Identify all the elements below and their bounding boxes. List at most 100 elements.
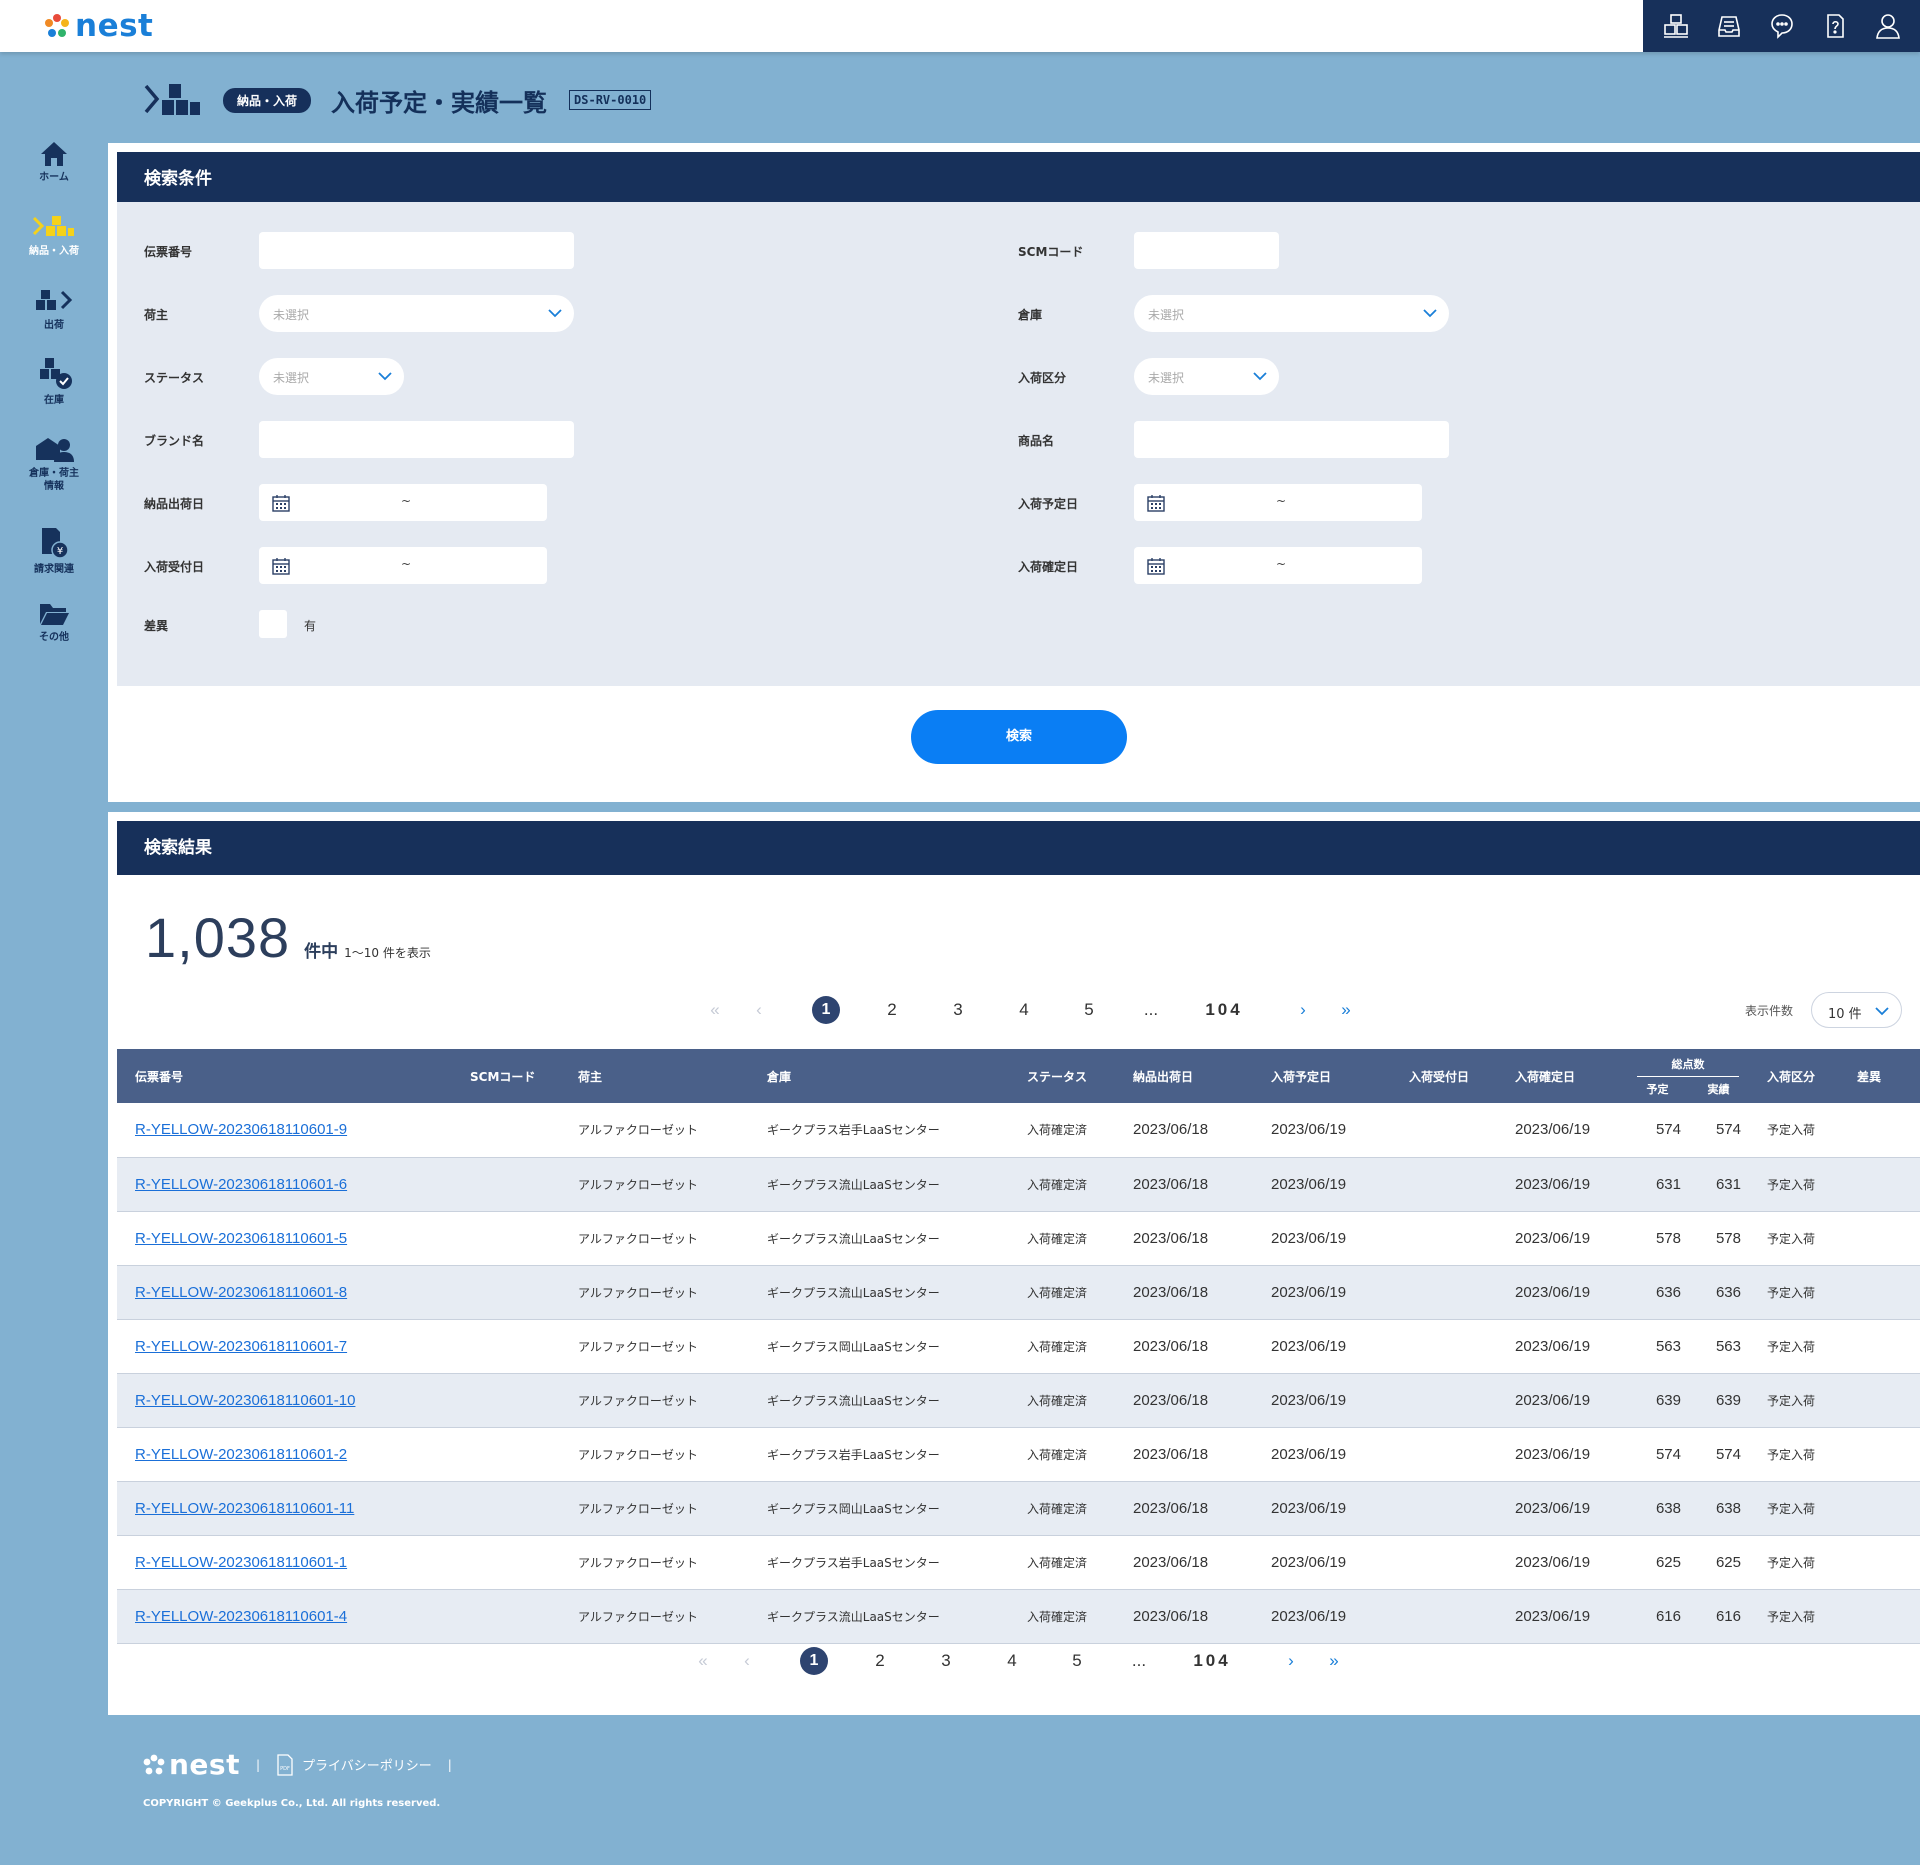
top-icon-bar <box>1643 0 1920 52</box>
slip-no-link[interactable]: R-YELLOW-20230618110601-8 <box>135 1283 348 1301</box>
chevron-down-icon <box>1253 372 1267 381</box>
sidebar-item-home[interactable]: ホーム <box>0 140 108 184</box>
col-status[interactable]: ステータス <box>1027 1069 1088 1084</box>
inbox-icon[interactable] <box>1709 6 1749 46</box>
diff-cell <box>1839 1535 1920 1590</box>
page-button[interactable]: 2 <box>875 1651 885 1670</box>
ship-date-range[interactable]: ~ <box>259 484 547 521</box>
owner-select[interactable]: 未選択 <box>259 295 574 332</box>
footer-separator: | <box>447 1757 452 1772</box>
date-range-separator: ~ <box>1276 494 1287 508</box>
page-button[interactable]: 3 <box>953 1000 963 1019</box>
warehouse-owner-icon <box>36 438 74 462</box>
warehouse-select[interactable]: 未選択 <box>1134 295 1449 332</box>
help-doc-icon[interactable] <box>1815 6 1855 46</box>
confirmed-date-range[interactable]: ~ <box>1134 547 1422 584</box>
confirmed-date-cell: 2023/06/19 <box>1497 1373 1627 1428</box>
next-page-icon[interactable]: › <box>1300 1000 1306 1019</box>
slip-no-link[interactable]: R-YELLOW-20230618110601-2 <box>135 1445 348 1463</box>
slip-no-link[interactable]: R-YELLOW-20230618110601-9 <box>135 1121 348 1139</box>
owner-label: 荷主 <box>144 308 169 322</box>
page-button[interactable]: 3 <box>941 1651 951 1670</box>
search-button[interactable]: 検索 <box>911 710 1127 764</box>
confirmed-date-cell: 2023/06/19 <box>1497 1535 1627 1590</box>
page-button-last[interactable]: 104 <box>1205 1000 1243 1019</box>
page-button[interactable]: 4 <box>1007 1651 1017 1670</box>
first-page-icon[interactable]: « <box>698 1651 708 1670</box>
confirmed-date-cell: 2023/06/19 <box>1497 1427 1627 1482</box>
diff-checkbox[interactable] <box>259 610 287 638</box>
prev-page-icon[interactable]: ‹ <box>744 1651 750 1670</box>
slip-no-link[interactable]: R-YELLOW-20230618110601-10 <box>135 1391 356 1409</box>
slip-no-cell: R-YELLOW-20230618110601-9 <box>117 1103 452 1158</box>
prev-page-icon[interactable]: ‹ <box>756 1000 762 1019</box>
status-cell: 入荷確定済 <box>1009 1427 1115 1482</box>
page-button-current[interactable]: 1 <box>812 996 840 1024</box>
type-cell: 予定入荷 <box>1749 1589 1839 1644</box>
planned-date-range[interactable]: ~ <box>1134 484 1422 521</box>
sidebar-item-other[interactable]: その他 <box>0 600 108 644</box>
chat-icon[interactable] <box>1762 6 1802 46</box>
nest-logo[interactable]: nest <box>43 8 153 44</box>
calendar-icon <box>272 495 290 512</box>
last-page-icon[interactable]: » <box>1329 1651 1339 1670</box>
received-date-range[interactable]: ~ <box>259 547 547 584</box>
page-header: 納品・入荷 入荷予定・実績一覧 DS-RV-0010 <box>143 80 652 120</box>
sidebar-item-billing[interactable]: ¥ 請求関連 <box>0 526 108 576</box>
col-warehouse[interactable]: 倉庫 <box>767 1069 792 1084</box>
last-page-icon[interactable]: » <box>1341 1000 1351 1019</box>
page-button-last[interactable]: 104 <box>1193 1651 1231 1670</box>
slip-no-link[interactable]: R-YELLOW-20230618110601-1 <box>135 1553 348 1571</box>
inbound-type-select[interactable]: 未選択 <box>1134 358 1279 395</box>
planned-qty-cell: 578 <box>1627 1211 1689 1266</box>
sidebar-item-outbound[interactable]: 出荷 <box>0 288 108 332</box>
received-date-cell <box>1391 1589 1497 1644</box>
owner-cell: アルファクローゼット <box>560 1319 749 1374</box>
actual-qty-cell: 574 <box>1689 1103 1749 1158</box>
page-button[interactable]: 2 <box>887 1000 897 1019</box>
first-page-icon[interactable]: « <box>710 1000 720 1019</box>
slip-no-link[interactable]: R-YELLOW-20230618110601-5 <box>135 1229 348 1247</box>
col-scm[interactable]: SCMコード <box>470 1069 536 1084</box>
diff-label: 差異 <box>144 619 169 633</box>
col-actual-qty[interactable]: 実績 <box>1707 1082 1730 1096</box>
next-page-icon[interactable]: › <box>1288 1651 1294 1670</box>
page-button[interactable]: 4 <box>1019 1000 1029 1019</box>
warehouse-cell: ギークプラス流山LaaSセンター <box>749 1265 1009 1320</box>
type-cell: 予定入荷 <box>1749 1211 1839 1266</box>
diff-cell <box>1839 1103 1920 1158</box>
col-planned-qty[interactable]: 予定 <box>1646 1082 1669 1096</box>
col-diff[interactable]: 差異 <box>1857 1069 1882 1084</box>
sidebar-item-stock[interactable]: 在庫 <box>0 355 108 407</box>
type-cell: 予定入荷 <box>1749 1427 1839 1482</box>
status-select[interactable]: 未選択 <box>259 358 404 395</box>
sidebar-item-warehouse-owner[interactable]: 倉庫・荷主 情報 <box>0 434 108 493</box>
user-icon[interactable] <box>1868 6 1908 46</box>
col-ship-date[interactable]: 納品出荷日 <box>1133 1069 1194 1084</box>
status-cell: 入荷確定済 <box>1009 1373 1115 1428</box>
slip-no-link[interactable]: R-YELLOW-20230618110601-11 <box>135 1499 355 1517</box>
per-page-select[interactable]: 10 件 <box>1811 992 1902 1028</box>
col-planned-date[interactable]: 入荷予定日 <box>1271 1069 1332 1084</box>
col-type[interactable]: 入荷区分 <box>1767 1069 1816 1084</box>
slip-no-input[interactable] <box>259 232 574 269</box>
warehouse-icon[interactable] <box>1656 6 1696 46</box>
slip-no-link[interactable]: R-YELLOW-20230618110601-4 <box>135 1607 348 1625</box>
scm-code-input[interactable] <box>1134 232 1279 269</box>
col-confirmed-date[interactable]: 入荷確定日 <box>1515 1069 1576 1084</box>
warehouse-cell: ギークプラス岩手LaaSセンター <box>749 1535 1009 1590</box>
slip-no-link[interactable]: R-YELLOW-20230618110601-6 <box>135 1175 348 1193</box>
privacy-policy-link[interactable]: プライバシーポリシー <box>302 1759 432 1774</box>
brand-input[interactable] <box>259 421 574 458</box>
col-received-date[interactable]: 入荷受付日 <box>1409 1069 1470 1084</box>
col-owner[interactable]: 荷主 <box>578 1069 603 1084</box>
page-button[interactable]: 5 <box>1072 1651 1082 1670</box>
col-slip-no[interactable]: 伝票番号 <box>135 1069 184 1084</box>
page-button[interactable]: 5 <box>1084 1000 1094 1019</box>
page-button-current[interactable]: 1 <box>800 1647 828 1675</box>
product-input[interactable] <box>1134 421 1449 458</box>
screen-code: DS-RV-0010 <box>569 90 652 110</box>
slip-no-link[interactable]: R-YELLOW-20230618110601-7 <box>135 1337 348 1355</box>
sidebar-item-inbound[interactable]: 納品・入荷 <box>0 214 108 258</box>
planned-date-cell: 2023/06/19 <box>1253 1427 1391 1482</box>
